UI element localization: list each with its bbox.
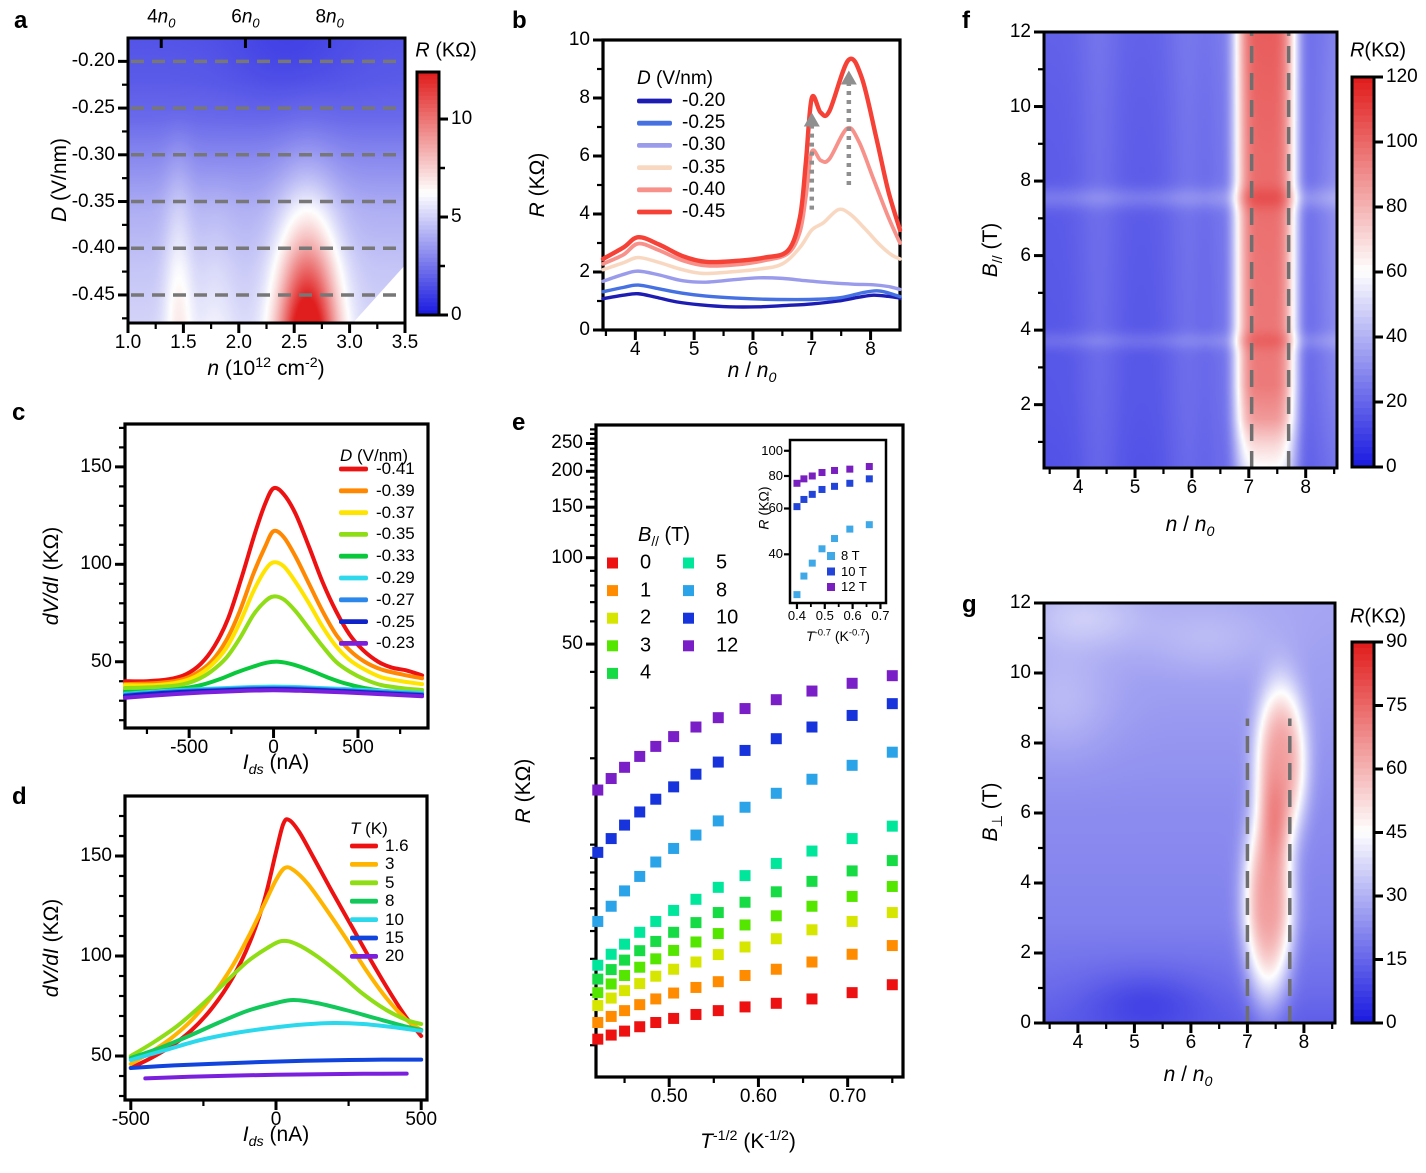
heatmap-g (1044, 603, 1335, 1023)
heatmap-a (128, 38, 405, 323)
